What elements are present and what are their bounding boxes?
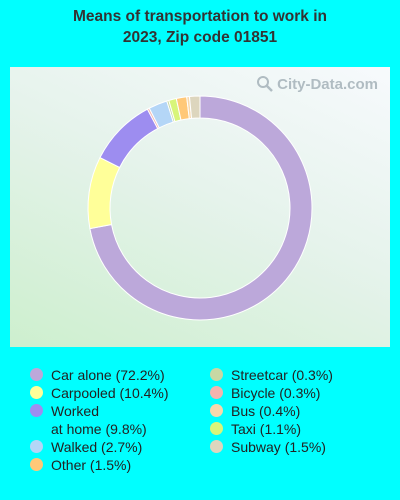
legend-label: Bicycle (0.3%) bbox=[231, 385, 321, 401]
watermark-text: City-Data.com bbox=[277, 75, 378, 93]
legend-left-item: Carpooled (10.4%) bbox=[30, 384, 171, 402]
legend-label: Subway (1.5%) bbox=[231, 439, 326, 455]
chart-panel: City-Data.com bbox=[10, 67, 390, 347]
legend-label: Other (1.5%) bbox=[51, 457, 132, 473]
legend-left-item: Other (1.5%) bbox=[30, 456, 171, 474]
legend-right-item: Bicycle (0.3%) bbox=[210, 384, 333, 402]
chart-title: Means of transportation to work in 2023,… bbox=[0, 6, 400, 48]
legend-swatch bbox=[30, 440, 43, 453]
legend-swatch bbox=[30, 386, 43, 399]
legend-label: Car alone (72.2%) bbox=[51, 367, 165, 383]
legend-right: Streetcar (0.3%) Bicycle (0.3%) Bus (0.4%)… bbox=[210, 366, 333, 456]
legend-label: Streetcar (0.3%) bbox=[231, 367, 333, 383]
legend-label: Carpooled (10.4%) bbox=[51, 385, 169, 401]
legend-swatch bbox=[210, 386, 223, 399]
donut-slice-1 bbox=[87, 156, 121, 230]
legend-swatch bbox=[30, 458, 43, 471]
legend-swatch bbox=[210, 440, 223, 453]
watermark: City-Data.com bbox=[256, 75, 378, 93]
legend-swatch bbox=[210, 422, 223, 435]
legend-left-item: Walked (2.7%) bbox=[30, 438, 171, 456]
legend-right-item: Subway (1.5%) bbox=[210, 438, 333, 456]
magnifier-icon bbox=[257, 76, 274, 92]
legend-label: Taxi (1.1%) bbox=[231, 421, 302, 437]
legend-label: Worked at home (9.8%) bbox=[51, 403, 147, 437]
donut-slice-9 bbox=[188, 95, 201, 119]
legend-label: Bus (0.4%) bbox=[231, 403, 301, 419]
chart-title-line-1: Means of transportation to work in bbox=[72, 8, 328, 25]
legend-label: Walked (2.7%) bbox=[51, 439, 143, 455]
chart-title-line-2: 2023, Zip code 01851 bbox=[122, 29, 278, 46]
donut-slice-2 bbox=[99, 108, 159, 169]
legend-swatch bbox=[210, 368, 223, 381]
legend-swatch bbox=[30, 404, 43, 417]
legend-swatch bbox=[30, 368, 43, 381]
legend-left-item: Car alone (72.2%) bbox=[30, 366, 171, 384]
legend-swatch bbox=[210, 404, 223, 417]
legend-right-item: Streetcar (0.3%) bbox=[210, 366, 333, 384]
legend-left-item: Worked at home (9.8%) bbox=[30, 402, 171, 438]
donut-slice-0 bbox=[89, 95, 313, 321]
donut-chart bbox=[87, 95, 313, 321]
legend-right-item: Taxi (1.1%) bbox=[210, 420, 333, 438]
legend-right-item: Bus (0.4%) bbox=[210, 402, 333, 420]
legend-left: Car alone (72.2%) Carpooled (10.4%) Worked… bbox=[30, 366, 171, 474]
